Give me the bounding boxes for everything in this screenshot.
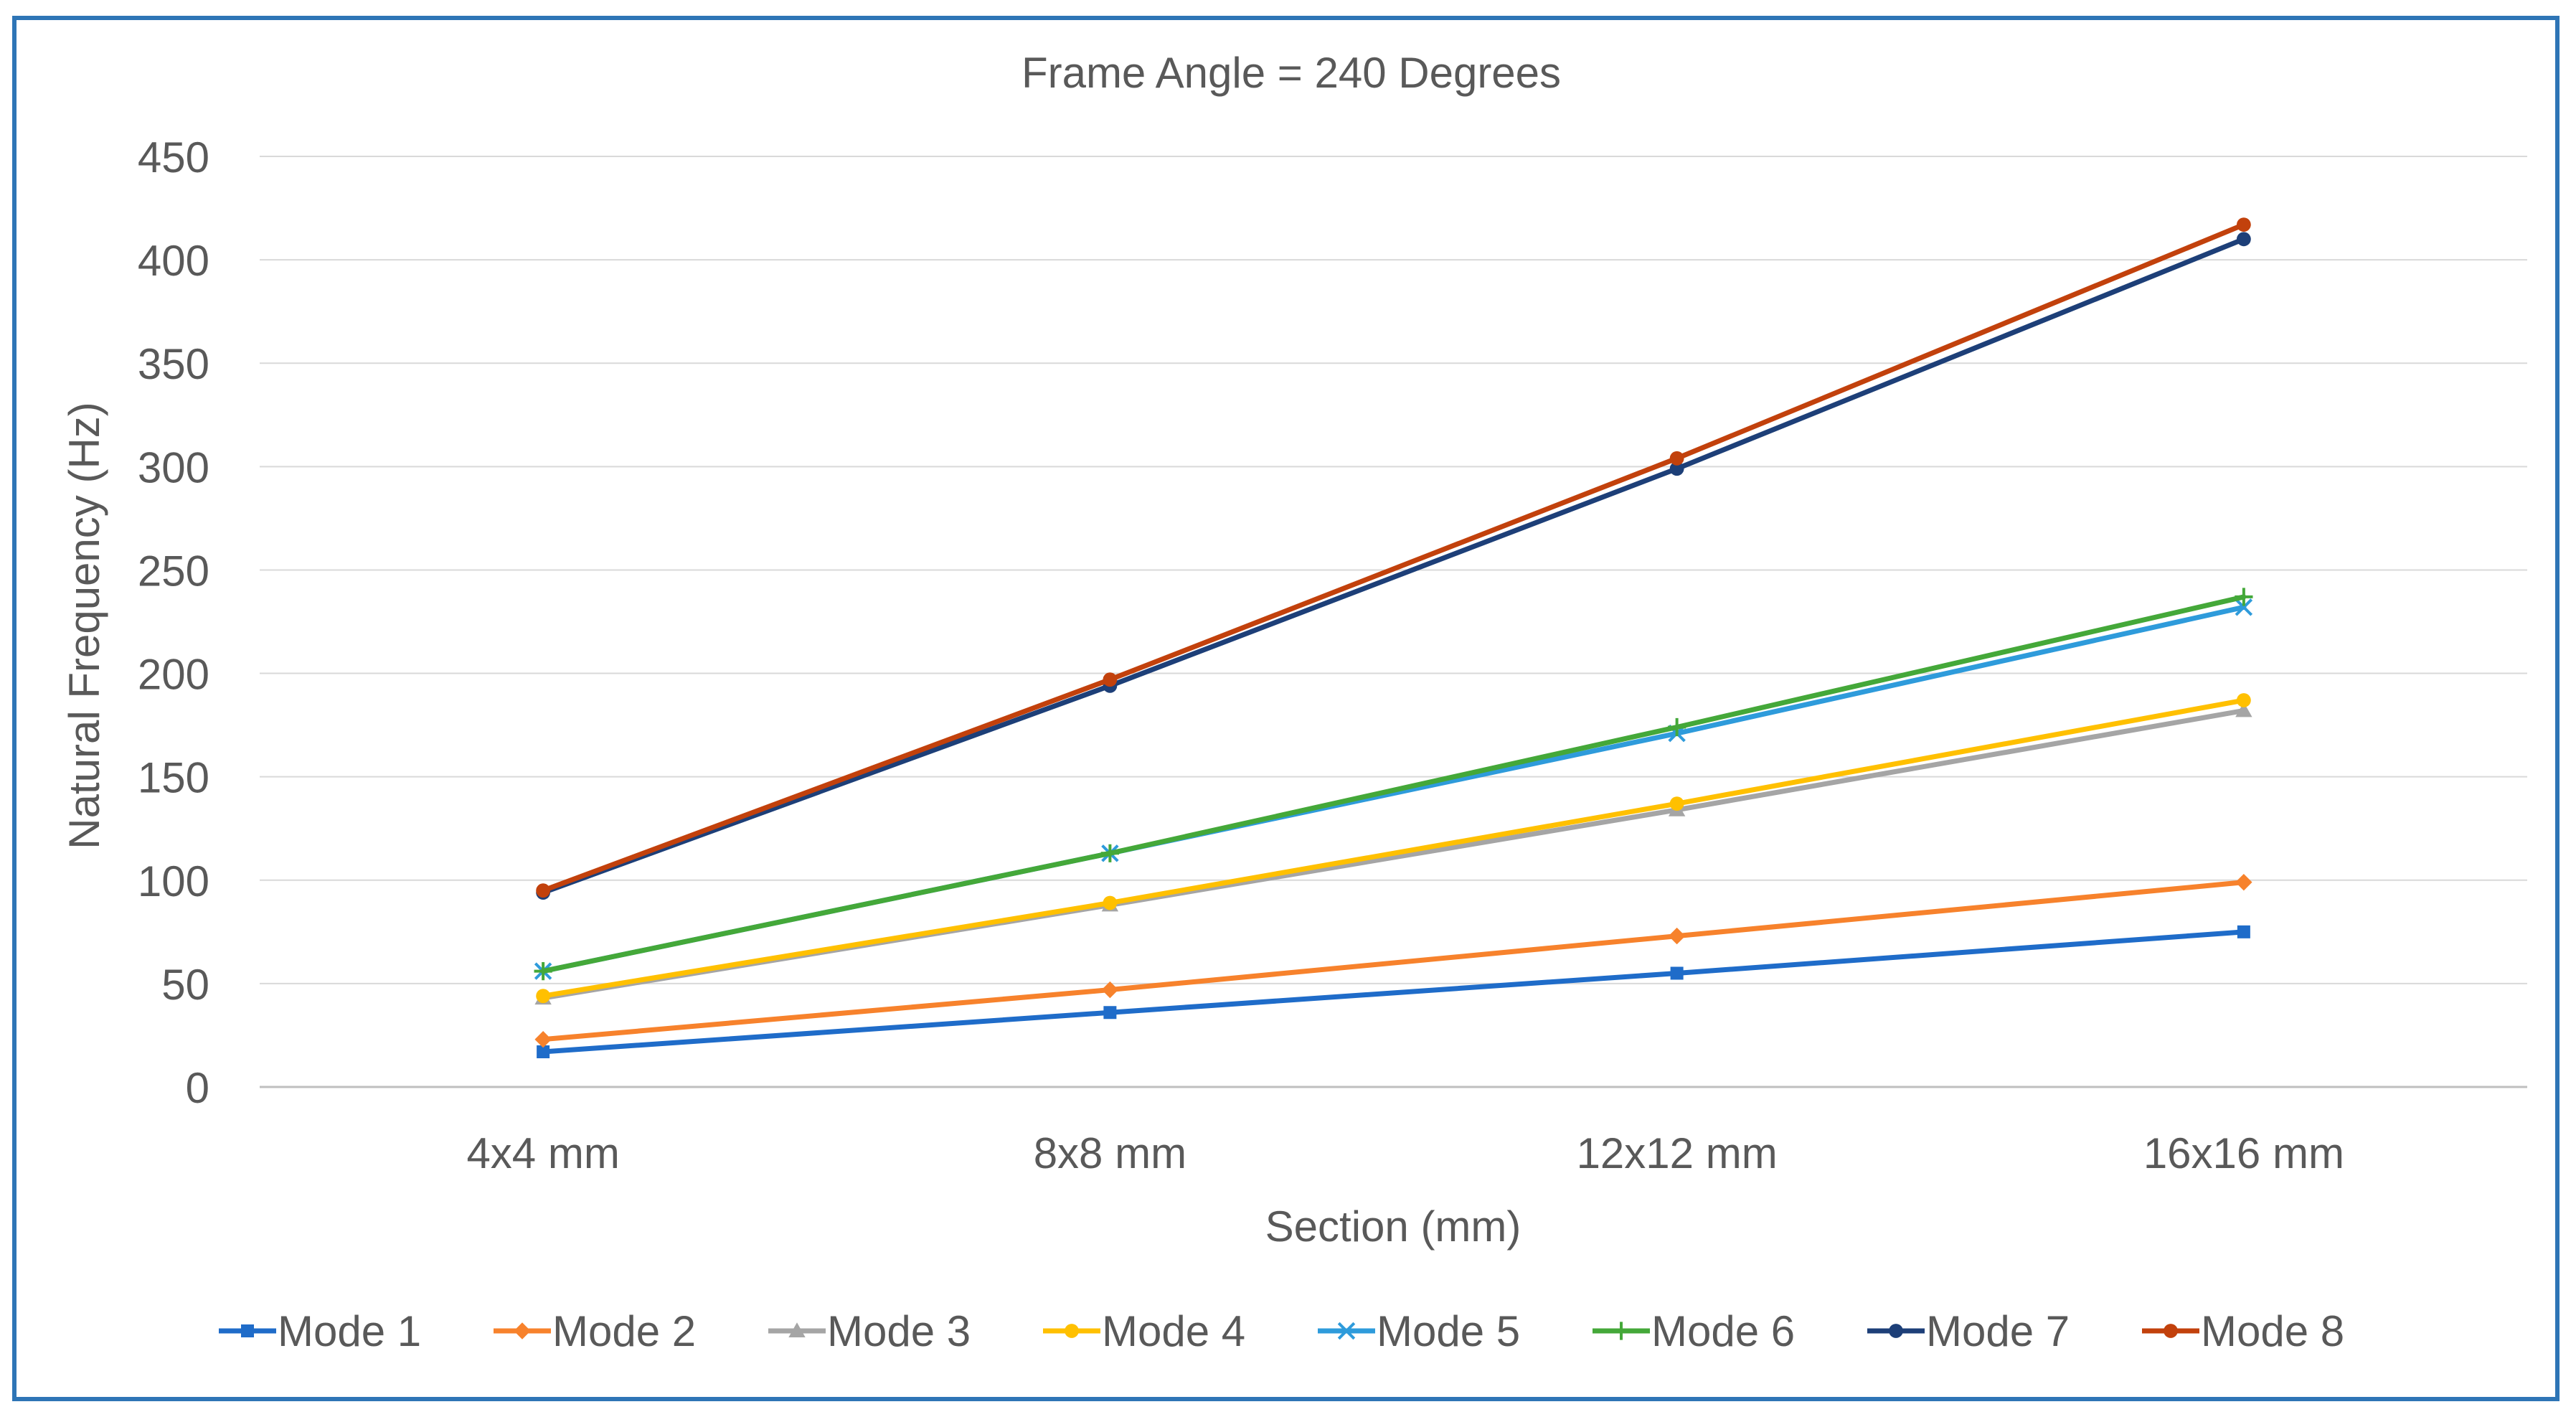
x-axis-tick-labels: 4x4 mm 8x8 mm 12x12 mm 16x16 mm [466,1129,2344,1177]
marker-circle [1669,451,1684,466]
marker-circle [2236,232,2251,247]
legend-item: Mode 1 [219,1307,421,1355]
series-line [540,697,2247,999]
marker-square [1103,1006,1117,1020]
series-line [540,929,2247,1055]
marker-square [1670,966,1684,980]
x-tick-label: 8x8 mm [1034,1129,1186,1177]
legend: Mode 1 Mode 2 Mode 3 Mode 4 Mode 5 Mode 6 Mode… [219,1307,2344,1355]
marker-diamond [2235,873,2252,891]
legend-label: Mode 8 [2201,1307,2344,1355]
y-tick-label: 0 [186,1064,209,1112]
marker-circle [2236,693,2251,707]
y-tick-label: 100 [138,857,209,905]
marker-plus [2235,588,2253,606]
legend-label: Mode 6 [1651,1307,1795,1355]
marker-circle [2236,217,2251,232]
chart-border [12,16,2560,1401]
y-tick-label: 150 [138,754,209,802]
marker-circle [1065,1324,1079,1338]
legend-item: Mode 3 [768,1307,971,1355]
series-mode-2 [534,873,2252,1048]
legend-item: Mode 2 [494,1307,696,1355]
marker-x [1337,1322,1356,1340]
series-lines [534,217,2253,1059]
x-tick-label: 4x4 mm [466,1129,619,1177]
legend-item: Mode 7 [1867,1307,2070,1355]
marker-diamond [534,1031,552,1048]
y-axis-label: Natural Frequency (Hz) [60,402,108,849]
y-tick-label: 350 [138,340,209,388]
marker-diamond [514,1322,531,1340]
y-tick-label: 50 [161,961,209,1009]
legend-label: Mode 7 [1926,1307,2070,1355]
marker-plus [534,962,552,981]
legend-label: Mode 4 [1102,1307,1245,1355]
legend-item: Mode 4 [1043,1307,1245,1355]
y-tick-label: 250 [138,547,209,595]
marker-circle [536,989,551,1004]
series-mode-1 [537,925,2250,1059]
marker-diamond [1101,981,1119,999]
marker-circle [1669,461,1684,476]
marker-triangle [788,1322,806,1337]
legend-item: Mode 5 [1318,1307,1520,1355]
marker-circle [536,883,551,898]
marker-square [537,1045,550,1059]
y-tick-label: 450 [138,133,209,182]
y-tick-label: 300 [138,443,209,491]
series-line [540,594,2247,974]
series-line [540,222,2247,893]
marker-plus [1100,844,1119,862]
marker-plus [1612,1322,1631,1340]
series-mode-6 [534,588,2253,981]
series-line [540,880,2247,1042]
marker-square [2237,925,2250,938]
x-tick-label: 16x16 mm [2143,1129,2344,1177]
series-mode-8 [536,217,2251,898]
marker-plus [1668,717,1686,737]
y-tick-label: 400 [138,237,209,285]
marker-square [241,1324,254,1337]
y-tick-label: 200 [138,651,209,699]
marker-circle [1669,796,1684,811]
marker-x [2235,598,2253,616]
marker-circle [1889,1324,1903,1338]
series-line [540,236,2247,895]
legend-label: Mode 3 [827,1307,971,1355]
chart-title: Frame Angle = 240 Degrees [1022,49,1561,97]
legend-item: Mode 6 [1593,1307,1795,1355]
gridlines [260,156,2527,1088]
x-axis-label: Section (mm) [1265,1202,1521,1251]
y-axis-tick-labels: 0 50 100 150 200 250 300 350 400 450 [138,133,209,1112]
series-mode-4 [536,693,2251,1004]
legend-label: Mode 5 [1377,1307,1520,1355]
legend-item: Mode 8 [2142,1307,2344,1355]
legend-label: Mode 2 [552,1307,696,1355]
marker-circle [1103,895,1118,910]
marker-diamond [1668,927,1686,945]
marker-circle [2164,1324,2178,1338]
marker-circle [1103,672,1118,687]
legend-label: Mode 1 [278,1307,421,1355]
x-tick-label: 12x12 mm [1577,1129,1778,1177]
marker-triangle [2235,702,2252,717]
